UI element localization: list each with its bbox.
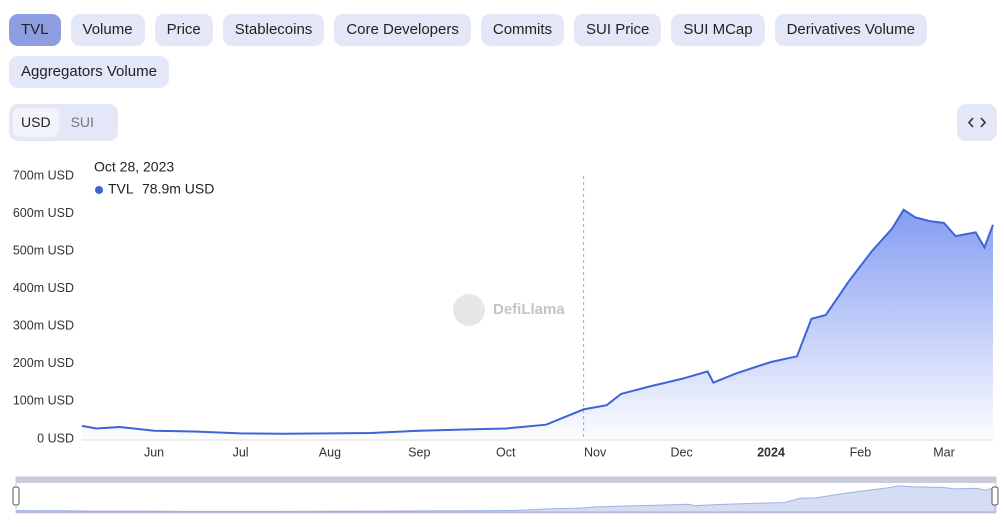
navigator-handle[interactable] (991, 486, 999, 506)
tab[interactable]: Core Developers (334, 14, 471, 46)
navigator-bar (16, 477, 996, 483)
tab-bar: TVL Volume Price Stablecoins Core Developers… (9, 14, 999, 88)
tab[interactable]: SUI MCap (671, 14, 765, 46)
x-tick-label: Aug (319, 445, 341, 459)
navigator-handle[interactable] (12, 486, 20, 506)
currency-option[interactable]: SUI (70, 114, 94, 130)
tab[interactable]: TVL (9, 14, 61, 46)
x-tick-label: Dec (671, 445, 693, 459)
line (81, 208, 994, 435)
tooltip-date: Oct 28, 2023 (94, 159, 174, 175)
currency-option[interactable]: USD (13, 108, 59, 137)
tab[interactable]: Stablecoins (222, 14, 325, 46)
x-tick-label: Oct (496, 445, 516, 459)
tab[interactable]: Aggregators Volume (9, 56, 169, 88)
tab[interactable]: Commits (480, 14, 565, 46)
y-tick-label: 100m USD (13, 394, 74, 408)
x-tick-label: Mar (933, 445, 955, 459)
x-tick-label: Jun (144, 445, 164, 459)
x-tick-label: Feb (850, 445, 872, 459)
tab[interactable]: Derivatives Volume (774, 14, 927, 46)
y-tick-label: 300m USD (13, 319, 74, 333)
y-tick-label: 500m USD (13, 243, 74, 257)
embed-button[interactable] (957, 104, 997, 141)
x-tick-label: Jul (233, 445, 249, 459)
tab[interactable]: Price (154, 14, 213, 46)
tab[interactable]: SUI Price (574, 14, 662, 46)
embed-icon (967, 117, 987, 128)
tooltip-series: TVL (108, 181, 134, 197)
y-tick-label: 400m USD (13, 281, 74, 295)
area (82, 209, 993, 439)
navigator-area (16, 485, 996, 513)
tooltip-value: 78.9m USD (142, 181, 214, 197)
currency-toggle: USD SUI (9, 104, 118, 141)
tab[interactable]: Volume (70, 14, 145, 46)
watermark-logo (453, 294, 485, 326)
watermark: DefiLlama (493, 301, 565, 318)
y-tick-label: 200m USD (13, 356, 74, 370)
x-tick-label: Nov (584, 445, 607, 459)
y-tick-label: 600m USD (13, 206, 74, 220)
tooltip-swatch (95, 186, 103, 194)
y-tick-label: 700m USD (13, 168, 74, 182)
y-tick-label: 0 USD (37, 431, 74, 445)
x-tick-label: Sep (408, 445, 430, 459)
x-tick-label: 2024 (757, 445, 785, 459)
